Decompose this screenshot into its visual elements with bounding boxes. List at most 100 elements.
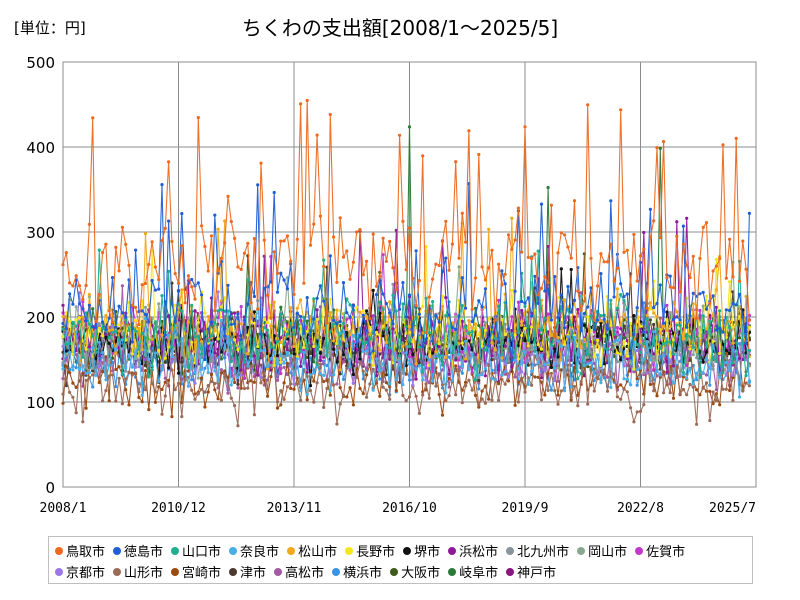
series-point <box>308 389 313 393</box>
series-point <box>513 289 517 293</box>
series-point <box>84 311 88 315</box>
series-point <box>569 395 573 399</box>
series-point <box>648 358 653 362</box>
series-point <box>223 241 227 245</box>
series-point <box>147 262 151 267</box>
series-point <box>153 288 157 292</box>
series-point <box>411 333 415 337</box>
series-point <box>167 160 171 164</box>
series-point <box>295 237 299 241</box>
series-point <box>180 337 184 341</box>
series-point <box>242 251 247 255</box>
series-point <box>658 373 662 377</box>
series-point <box>68 319 72 323</box>
series-point <box>219 350 223 354</box>
series-point <box>516 372 521 377</box>
series-point <box>681 370 686 374</box>
series-point <box>374 323 379 327</box>
series-point <box>612 372 616 376</box>
series-point <box>180 415 184 419</box>
series-point <box>239 267 243 271</box>
series-point <box>741 341 745 345</box>
series-point <box>523 304 527 308</box>
legend-marker <box>332 568 341 576</box>
series-point <box>371 314 375 318</box>
series-point <box>335 322 339 326</box>
series-point <box>602 343 606 348</box>
series-point <box>193 297 197 301</box>
series-point <box>348 365 352 369</box>
series-point <box>374 357 379 361</box>
series-point <box>632 332 636 337</box>
series-point <box>681 242 686 246</box>
series-point <box>625 354 629 358</box>
series-point <box>219 305 223 309</box>
series-point <box>289 306 293 310</box>
series-point <box>704 327 709 331</box>
series-point <box>64 251 68 255</box>
series-point <box>358 334 362 338</box>
series-point <box>391 293 395 297</box>
series-point <box>318 347 322 351</box>
series-point <box>285 372 289 377</box>
series-point <box>216 316 220 320</box>
legend-marker <box>506 547 515 555</box>
series-point <box>282 327 286 331</box>
series-point <box>711 294 715 298</box>
series-point <box>454 160 458 164</box>
series-point <box>275 339 280 343</box>
series-point <box>282 278 286 282</box>
series-point <box>345 330 349 334</box>
series-point <box>576 307 580 312</box>
series-point <box>724 348 728 352</box>
series-point <box>520 326 524 330</box>
legend-label: 浜松市 <box>459 545 499 560</box>
series-point <box>147 408 151 412</box>
series-point <box>417 411 421 415</box>
series-point <box>223 355 227 359</box>
series-point <box>365 352 369 356</box>
series-point <box>279 352 283 356</box>
series-point <box>638 324 643 328</box>
series-point <box>566 307 570 311</box>
series-point <box>701 304 705 308</box>
series-point <box>176 310 181 314</box>
series-point <box>401 302 405 306</box>
series-point <box>450 379 454 383</box>
series-point <box>279 239 283 243</box>
series-point <box>457 369 461 373</box>
series-point <box>190 285 194 289</box>
series-point <box>592 330 596 334</box>
series-point <box>203 366 207 370</box>
series-point <box>269 375 273 379</box>
series-point <box>275 362 280 366</box>
series-point <box>434 360 438 364</box>
series-point <box>196 320 200 324</box>
series-point <box>464 339 468 344</box>
series-point <box>500 269 504 273</box>
series-point <box>91 307 95 311</box>
series-point <box>74 385 78 389</box>
series-point <box>348 386 352 390</box>
series-point <box>186 384 190 388</box>
series-point <box>209 359 214 363</box>
series-point <box>543 356 547 360</box>
series-point <box>378 311 382 315</box>
series-point <box>609 348 613 352</box>
series-point <box>388 239 392 244</box>
series-point <box>147 320 151 324</box>
series-point <box>450 242 454 246</box>
series-point <box>460 401 464 405</box>
series-point <box>493 378 497 382</box>
series-point <box>302 315 306 319</box>
series-point <box>110 331 115 335</box>
series-point <box>84 347 88 351</box>
series-point <box>665 340 669 344</box>
series-point <box>645 306 649 310</box>
series-point <box>282 361 286 365</box>
series-point <box>731 375 735 380</box>
series-point <box>579 308 583 312</box>
series-point <box>645 330 649 334</box>
series-point <box>394 388 398 393</box>
series-point <box>411 383 415 387</box>
